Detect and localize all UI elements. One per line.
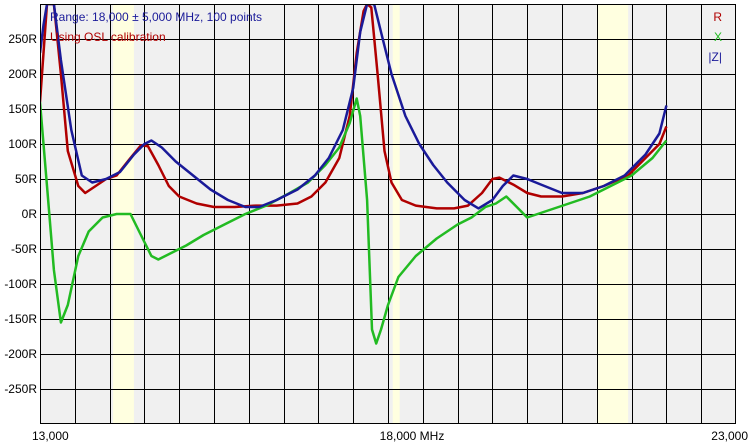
y-tick-label: 200R bbox=[8, 67, 37, 81]
y-tick-label: 250R bbox=[8, 32, 37, 46]
y-tick-label: 50R bbox=[15, 172, 37, 186]
x-tick-label: 18,000 MHz bbox=[380, 429, 445, 443]
y-tick-label: -50R bbox=[11, 242, 37, 256]
series-line-z bbox=[40, 4, 668, 210]
y-axis: 250R 200R 150R 100R 50R 0R -50R -100R -150R -200R… bbox=[4, 32, 37, 396]
calibration-info-text: Using OSL calibration bbox=[50, 30, 166, 44]
series-line-x bbox=[40, 97, 668, 345]
plot-frame bbox=[40, 4, 736, 424]
legend-Z: |Z| bbox=[708, 50, 722, 64]
x-axis: 13,000 18,000 MHz 23,000 bbox=[32, 429, 748, 443]
legend-R: R bbox=[713, 10, 722, 24]
grid-lines bbox=[40, 4, 736, 424]
x-tick-label: 13,000 bbox=[32, 429, 69, 443]
y-tick-label: 150R bbox=[8, 102, 37, 116]
legend-X: X bbox=[714, 30, 722, 44]
y-tick-label: -250R bbox=[4, 382, 37, 396]
legend: R X |Z| bbox=[708, 10, 722, 64]
y-tick-label: -100R bbox=[4, 277, 37, 291]
y-tick-label: -200R bbox=[4, 347, 37, 361]
range-info-text: Range: 18,000 ± 5,000 MHz, 100 points bbox=[50, 10, 262, 24]
x-tick-label: 23,000 bbox=[711, 429, 748, 443]
series-layer bbox=[40, 4, 668, 345]
y-tick-label: 100R bbox=[8, 137, 37, 151]
y-tick-label: -150R bbox=[4, 312, 37, 326]
y-tick-label: 0R bbox=[22, 207, 38, 221]
